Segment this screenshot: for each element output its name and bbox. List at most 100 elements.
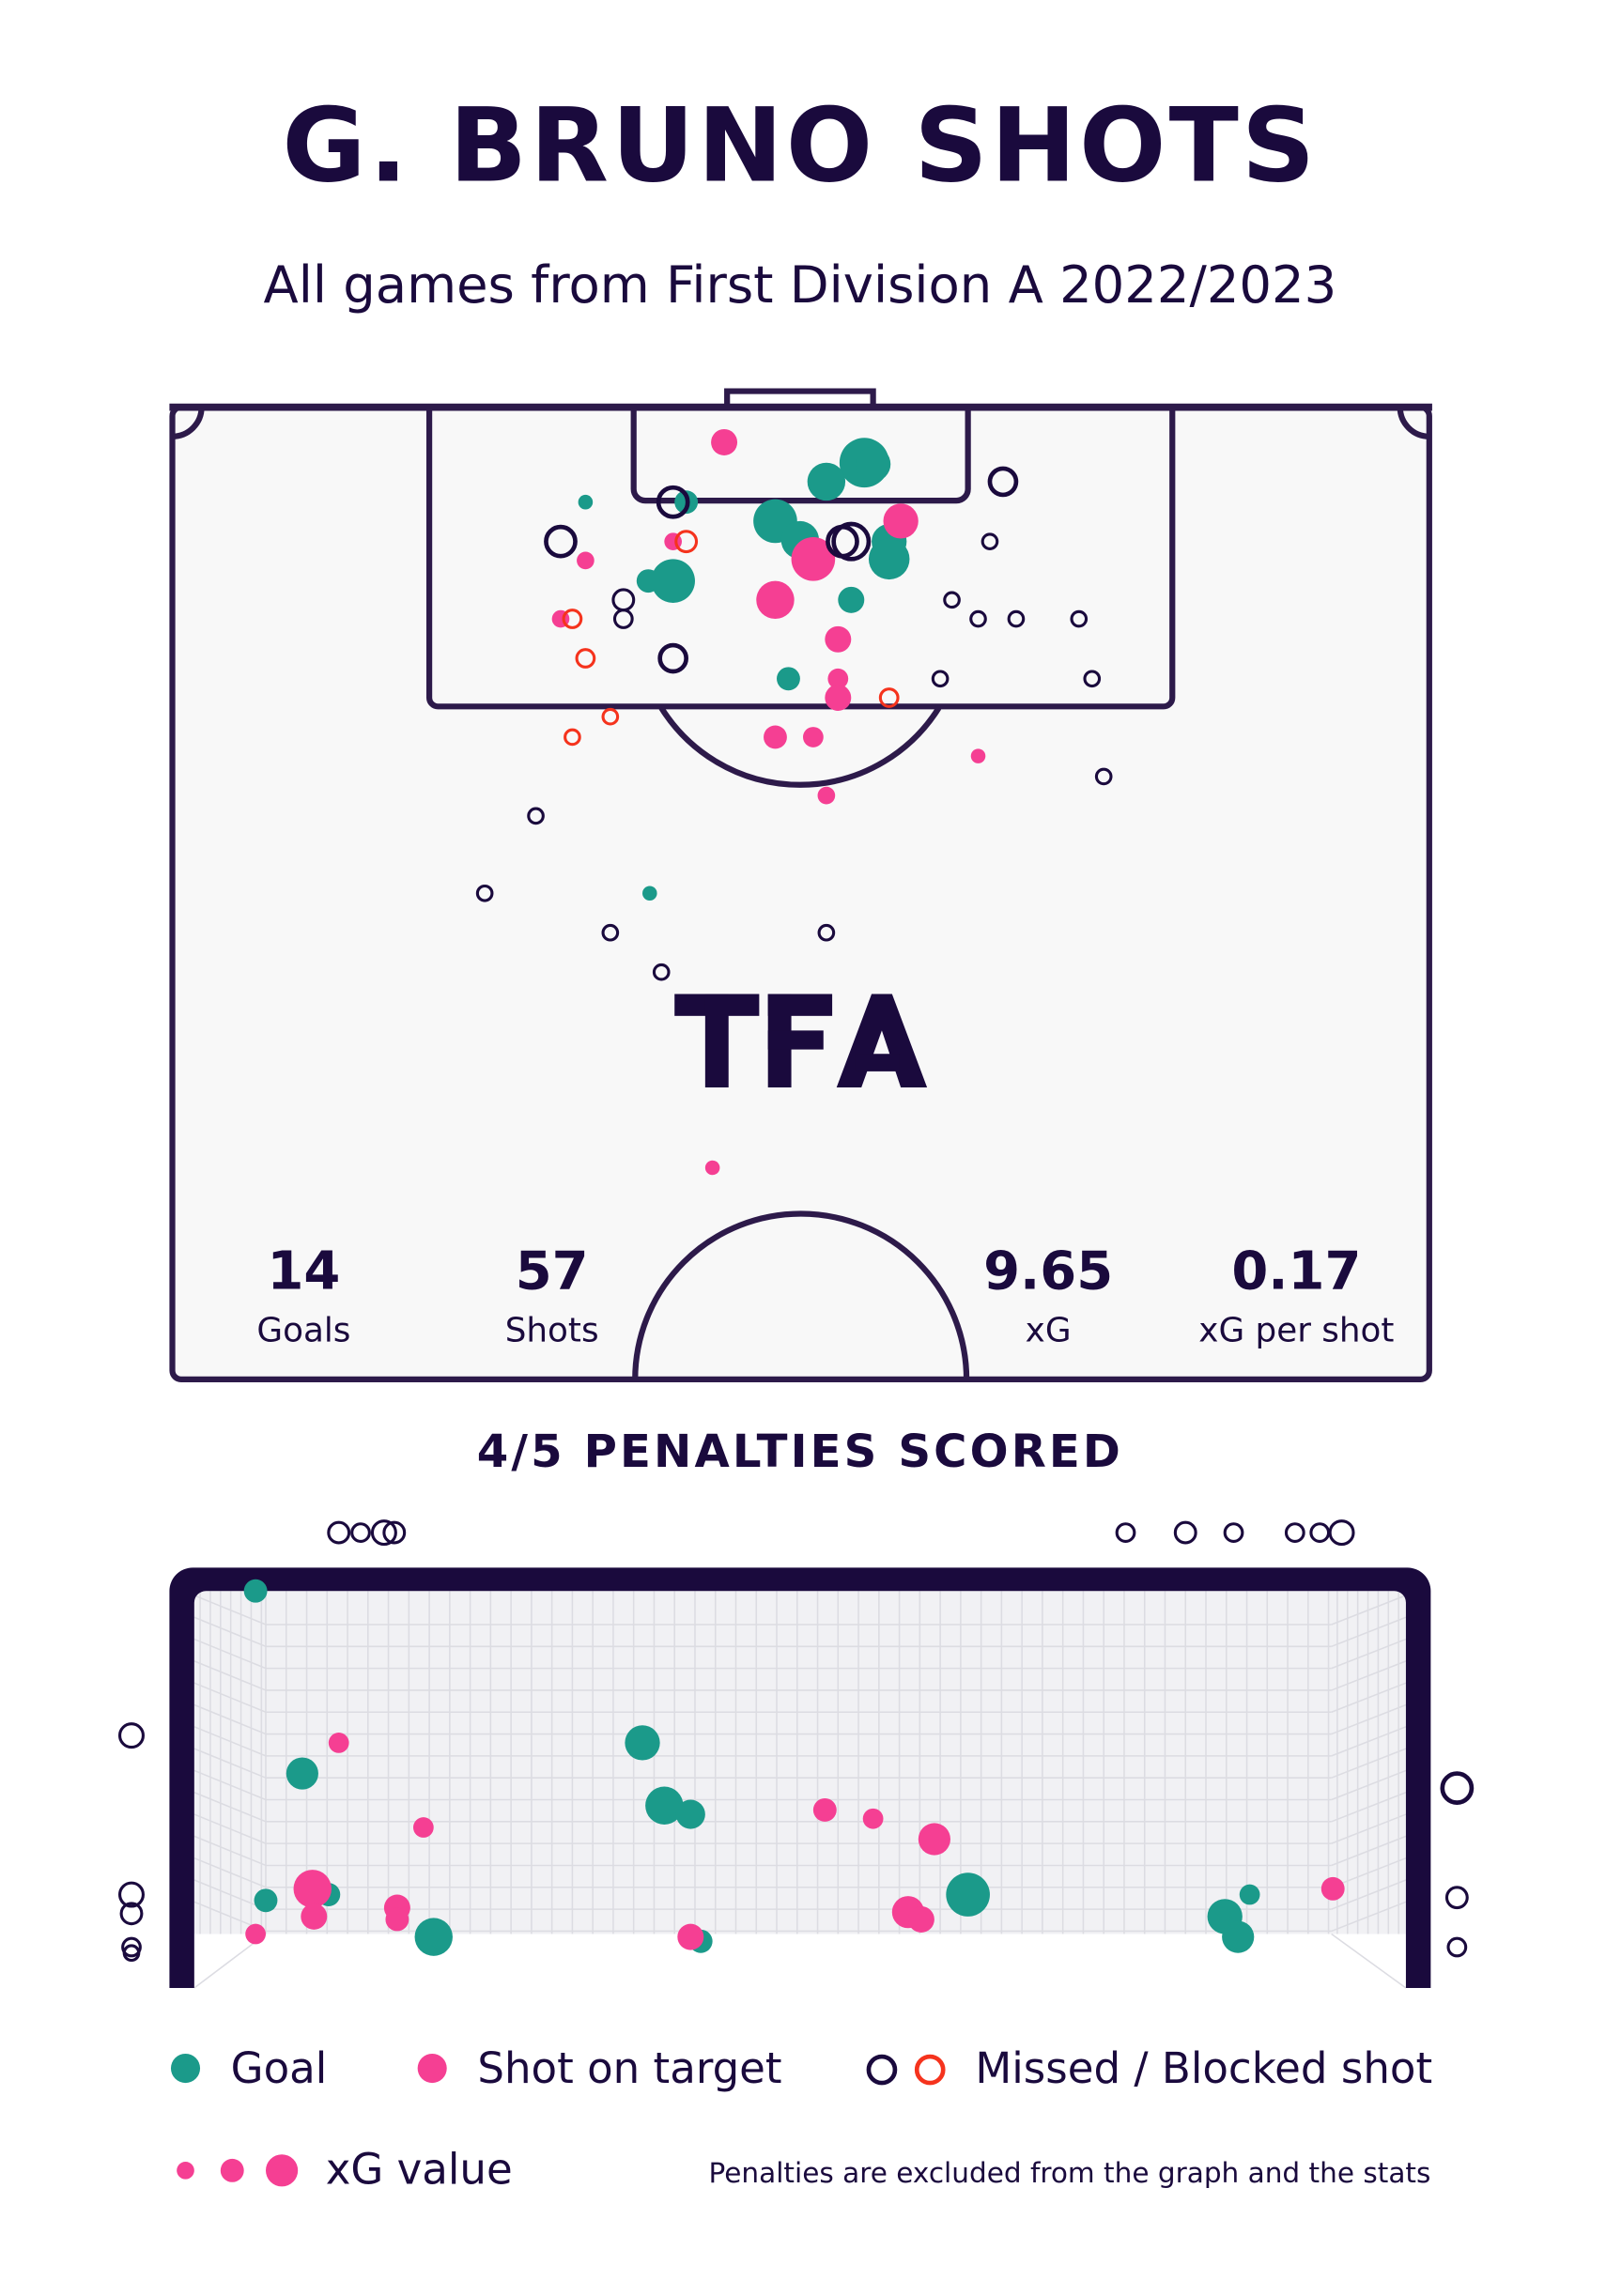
shot-marker-on-target [704, 1160, 720, 1176]
penalty-box [425, 407, 1176, 710]
shot-marker-goal [254, 1888, 278, 1913]
shot-marker-goal [636, 569, 660, 593]
svg-text:0.17: 0.17 [1231, 1240, 1361, 1302]
stat-xg-per-shot: 0.17 xG per shot [1198, 1240, 1394, 1349]
subtitle: All games from First Division A 2022/202… [264, 255, 1337, 315]
shot-marker-blocked [564, 728, 581, 747]
footnote: Penalties are excluded from the graph an… [709, 2157, 1431, 2189]
shot-marker-goal [642, 886, 657, 901]
shot-marker-on-target [827, 668, 849, 689]
shot-marker-goal [578, 494, 594, 510]
shot-marker-missed [544, 524, 578, 559]
shot-marker-on-target [293, 1870, 332, 1908]
legend-missed-marker [866, 2054, 898, 2086]
svg-text:xG per shot: xG per shot [1198, 1311, 1394, 1349]
shot-marker-on-target [1320, 1876, 1345, 1901]
svg-text:57: 57 [516, 1240, 589, 1302]
shot-marker-missed [931, 670, 950, 688]
svg-text:Shots: Shots [505, 1311, 599, 1349]
shot-marker-on-target [907, 1905, 934, 1933]
shot-marker-missed [656, 485, 690, 519]
shot-marker-blocked [878, 687, 900, 708]
shot-marker-goal [807, 462, 846, 501]
shot-marker-blocked [575, 648, 596, 669]
corner-arc-left [172, 407, 205, 439]
shot-marker-missed [122, 1944, 141, 1963]
shot-marker-on-target [301, 1903, 328, 1930]
shot-marker-missed [652, 963, 671, 981]
shot-marker-missed [1309, 1522, 1331, 1543]
svg-text:xG: xG [1026, 1311, 1072, 1349]
shot-marker-missed [1440, 1771, 1475, 1805]
shot-marker-goal [645, 1786, 684, 1825]
shot-marker-missed [1070, 609, 1089, 628]
legend-xg-label: xG value [326, 2144, 513, 2194]
shot-marker-missed [969, 609, 987, 628]
goal-shots [118, 1519, 1475, 1963]
shot-marker-on-target [825, 684, 852, 711]
pitch-shots [475, 428, 1113, 1176]
svg-text:9.65: 9.65 [983, 1240, 1113, 1302]
legend-xg-large [265, 2154, 299, 2187]
shot-marker-missed [1444, 1886, 1469, 1910]
shot-marker-goal [286, 1757, 318, 1790]
legend-blocked-marker [914, 2054, 946, 2086]
legend-xg-medium [220, 2158, 244, 2182]
shot-marker-on-target [791, 537, 836, 581]
shot-marker-goal [868, 538, 910, 580]
shot-marker-missed [1115, 1522, 1136, 1543]
shot-marker-on-target [862, 1808, 884, 1829]
shot-marker-missed [1446, 1936, 1468, 1958]
shot-marker-missed [601, 923, 620, 942]
shot-marker-blocked [674, 530, 699, 554]
corner-arc-right [1397, 407, 1429, 439]
page-title: G. BRUNO SHOTS [282, 86, 1318, 206]
shot-marker-goal [625, 1725, 660, 1761]
shot-marker-missed [987, 466, 1019, 498]
shot-marker-on-target [328, 1733, 349, 1753]
shot-marker-missed [118, 1881, 145, 1908]
shot-marker-goal [777, 667, 800, 691]
shot-marker-on-target [756, 580, 795, 620]
shot-marker-goal [414, 1918, 453, 1956]
six-yard-box [630, 407, 971, 504]
shot-marker-goal [243, 1579, 268, 1603]
shot-marker-missed [831, 521, 872, 562]
stat-shots: 57 Shots [505, 1240, 599, 1349]
shot-marker-missed [1328, 1519, 1355, 1547]
stat-goals: 14 Goals [256, 1240, 350, 1349]
svg-text:14: 14 [267, 1240, 340, 1302]
shot-marker-on-target [577, 551, 595, 570]
shot-marker-missed [119, 1902, 144, 1926]
legend-goal-label: Goal [231, 2043, 328, 2093]
shot-marker-goal [675, 1799, 705, 1829]
shot-marker-missed [1083, 670, 1102, 688]
legend-goal-marker [170, 2053, 201, 2084]
shot-marker-on-target [803, 727, 824, 747]
net-grid [193, 1591, 1407, 1985]
shot-marker-missed [527, 807, 545, 825]
shot-marker-blocked [601, 707, 620, 726]
shot-marker-blocked [562, 609, 583, 629]
shot-marker-goal [1222, 1920, 1255, 1953]
penalties-heading: 4/5 PENALTIES SCORED [477, 1425, 1123, 1478]
shot-marker-goal [1239, 1884, 1260, 1905]
shot-marker-missed [121, 1936, 142, 1958]
legend-on-target-label: Shot on target [477, 2043, 781, 2093]
shot-marker-missed [1007, 609, 1026, 628]
shot-marker-missed [1223, 1522, 1244, 1543]
legend-xg-small [177, 2161, 194, 2180]
pitch [169, 388, 1432, 1382]
shot-marker-on-target [817, 786, 836, 805]
shot-marker-goal [651, 559, 695, 603]
shot-marker-on-target [764, 725, 787, 749]
shot-marker-on-target [918, 1823, 950, 1856]
shot-marker-on-target [245, 1923, 266, 1945]
shot-marker-missed [817, 923, 836, 942]
shot-marker-missed [350, 1522, 371, 1543]
legend-missed-label: Missed / Blocked shot [975, 2043, 1432, 2093]
shot-marker-on-target [412, 1817, 434, 1838]
shot-marker-missed [1173, 1520, 1197, 1545]
legend-on-target-marker [417, 2053, 447, 2084]
shot-marker-missed [981, 532, 999, 550]
